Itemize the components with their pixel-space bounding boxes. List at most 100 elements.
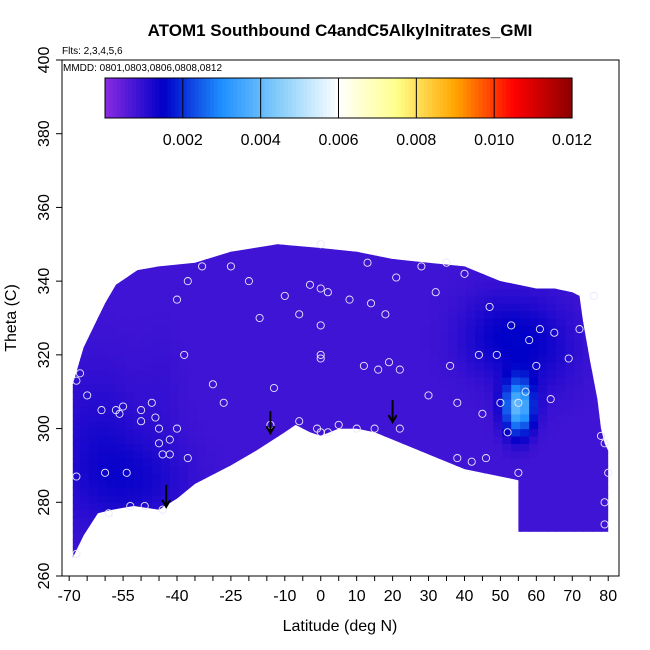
field-cell <box>313 369 324 378</box>
field-cell <box>556 435 566 444</box>
field-cell <box>97 553 108 558</box>
field-cell <box>241 406 252 415</box>
field-cell <box>403 406 413 415</box>
field-cell <box>313 332 324 341</box>
field-cell <box>322 421 333 430</box>
field-cell <box>286 450 297 459</box>
sample-point <box>481 454 491 463</box>
field-cell <box>259 369 270 378</box>
field-cell <box>592 281 602 290</box>
field-cell <box>205 362 216 371</box>
field-cell <box>421 391 431 400</box>
field-cell <box>205 251 216 260</box>
field-cell <box>178 539 189 548</box>
field-cell <box>124 421 135 430</box>
field-cell <box>124 480 135 489</box>
field-cell <box>574 524 584 533</box>
field-cell <box>421 325 431 334</box>
field-cell <box>601 524 609 533</box>
field-cell <box>538 494 548 503</box>
field-cell <box>466 480 476 489</box>
field-cell <box>529 303 539 312</box>
field-cell <box>124 303 135 312</box>
field-cell <box>610 347 620 355</box>
field-cell <box>295 251 306 260</box>
field-cell <box>205 318 216 326</box>
field-cell <box>72 517 81 525</box>
field-cell <box>511 295 521 304</box>
field-cell <box>232 480 243 489</box>
field-cell <box>475 443 485 452</box>
field-cell <box>277 487 288 496</box>
field-cell <box>196 281 207 290</box>
field-cell <box>484 340 494 349</box>
field-cell <box>439 340 449 349</box>
field-cell <box>223 399 234 408</box>
field-cell <box>295 273 306 282</box>
field-cell <box>62 259 72 267</box>
field-cell <box>304 450 315 459</box>
field-cell <box>106 376 117 385</box>
field-cell <box>115 288 126 297</box>
field-cell <box>286 531 297 540</box>
field-cell <box>547 310 557 319</box>
field-cell <box>556 259 566 267</box>
sample-point <box>97 406 106 415</box>
colorbar-segment <box>334 78 340 118</box>
field-cell <box>62 244 72 252</box>
colorbar-segment <box>252 78 258 118</box>
field-cell <box>439 376 449 385</box>
field-cell <box>196 524 207 533</box>
field-cell <box>520 399 530 408</box>
field-cell <box>358 465 369 474</box>
field-cell <box>79 413 90 422</box>
field-cell <box>511 288 521 297</box>
field-cell <box>250 413 261 422</box>
field-cell <box>556 303 566 312</box>
field-cell <box>250 531 261 540</box>
sample-point <box>478 409 487 418</box>
field-cell <box>241 480 252 489</box>
colorbar-segment <box>404 78 410 118</box>
field-cell <box>583 502 593 511</box>
field-cell <box>214 517 225 525</box>
field-cell <box>62 458 72 466</box>
field-cell <box>412 421 422 430</box>
field-cell <box>223 340 234 349</box>
field-cell <box>610 325 620 333</box>
field-cell <box>430 487 440 496</box>
field-cell <box>251 569 261 577</box>
field-cell <box>583 332 593 341</box>
field-cell <box>430 524 440 533</box>
field-cell <box>358 480 369 489</box>
field-cell <box>574 517 584 525</box>
field-cell <box>610 414 620 422</box>
field-cell <box>62 281 72 289</box>
field-cell <box>376 524 387 533</box>
field-cell <box>322 391 333 400</box>
field-cell <box>196 480 207 489</box>
field-cell <box>592 354 602 363</box>
field-cell <box>133 428 144 437</box>
field-cell <box>349 295 360 304</box>
field-cell <box>376 266 387 275</box>
field-cell <box>62 547 72 555</box>
field-cell <box>106 332 117 341</box>
field-cell <box>62 502 72 510</box>
field-cell <box>151 428 162 437</box>
field-cell <box>592 435 602 444</box>
field-cell <box>502 458 512 467</box>
field-cell <box>358 399 369 408</box>
field-cell <box>601 340 609 349</box>
colorbar-segment <box>248 78 254 118</box>
field-cell <box>277 281 288 290</box>
colorbar-segment <box>315 78 320 118</box>
field-cell <box>322 340 333 349</box>
field-cell <box>304 443 315 452</box>
field-cell <box>511 494 521 503</box>
field-cell <box>268 384 279 393</box>
field-cell <box>196 435 207 444</box>
colorbar-tick-label: 0.012 <box>552 132 592 149</box>
field-cell <box>79 435 90 444</box>
